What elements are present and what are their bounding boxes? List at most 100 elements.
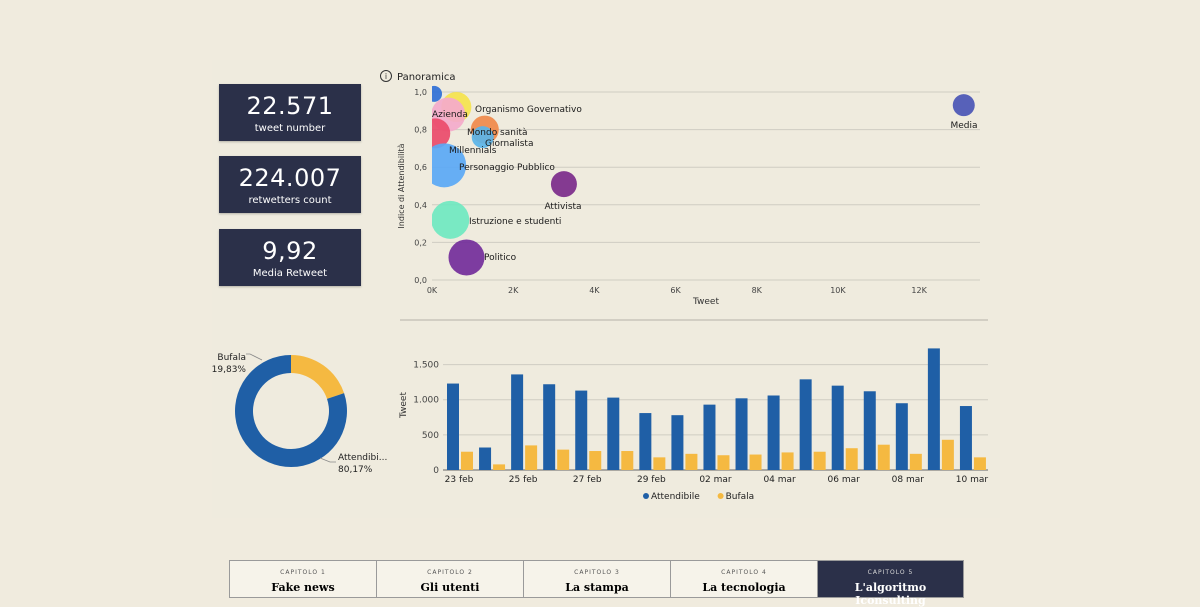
info-icon[interactable] (380, 70, 392, 82)
kpi-value: 224.007 (238, 164, 342, 192)
bar-bufala (941, 439, 954, 470)
donut-leader-line (319, 457, 336, 463)
bubble-point-label: Giornalista (485, 139, 533, 149)
legend-swatch (717, 493, 724, 499)
donut-slice-value: 19,83% (212, 365, 247, 375)
bar-bufala (461, 451, 473, 470)
bubble-point-label: Mondo sanità (467, 128, 528, 138)
bar-attendibile (671, 415, 684, 470)
bar-x-tick-label: 10 mar (956, 475, 989, 485)
bubble-point-label: Istruzione e studenti (469, 217, 561, 227)
bubble-point-label: Media (950, 121, 977, 131)
bubble-x-tick-label: 10K (830, 286, 846, 295)
donut-slice-label: Bufala (217, 353, 246, 363)
bar-attendibile (479, 447, 492, 470)
bubble-y-tick-label: 1,0 (414, 88, 427, 97)
nav-chapter-2[interactable]: CAPITOLO 2 Gli utenti (376, 560, 523, 598)
bubble-point-label: Personaggio Pubblico (459, 163, 555, 173)
bar-x-tick-label: 04 mar (763, 475, 796, 485)
kpi-tweet-number: 22.571 tweet number (219, 84, 361, 141)
bubble-point (432, 85, 443, 102)
bar-bufala (621, 451, 634, 470)
bar-x-tick-label: 08 mar (892, 475, 925, 485)
bubble-point-label: Millennials (449, 146, 497, 156)
bar-bufala (845, 448, 858, 470)
bar-x-tick-label: 27 feb (573, 475, 602, 485)
bar-x-tick-label: 29 feb (637, 475, 666, 485)
legend-swatch (643, 493, 649, 499)
bar-attendibile (895, 403, 908, 470)
nav-chapter-number: CAPITOLO 3 (574, 569, 620, 576)
bar-bufala (685, 453, 698, 470)
bubble-y-tick-label: 0,6 (414, 163, 427, 172)
donut-slice (291, 355, 345, 399)
bar-bufala (973, 457, 986, 470)
bar-x-tick-label: 25 feb (509, 475, 538, 485)
nav-chapter-title: L'algoritmo Iconsulting (854, 581, 927, 607)
bubble-y-tick-label: 0,0 (414, 276, 427, 285)
bar-y-tick-label: 0 (433, 466, 439, 476)
bar-attendibile (735, 398, 748, 470)
bar-attendibile (447, 383, 459, 470)
bar-y-axis-label: Tweet (399, 392, 409, 419)
bar-attendibile (639, 413, 652, 470)
nav-chapter-4[interactable]: CAPITOLO 4 La tecnologia (670, 560, 817, 598)
bubble-y-tick-label: 0,2 (414, 238, 427, 247)
bar-attendibile (511, 374, 524, 470)
bar-attendibile (927, 348, 940, 470)
bubble-point (432, 200, 470, 239)
bubble-x-tick-label: 12K (911, 286, 927, 295)
nav-chapter-5[interactable]: CAPITOLO 5 L'algoritmo Iconsulting (817, 560, 964, 607)
nav-chapter-title: La stampa (565, 581, 629, 594)
bar-attendibile (543, 384, 556, 470)
kpi-label: tweet number (254, 123, 326, 134)
bar-x-tick-label: 02 mar (699, 475, 732, 485)
bubble-point (952, 94, 975, 117)
bar-x-tick-label: 23 feb (445, 475, 474, 485)
donut-slice-value: 80,17% (338, 465, 373, 475)
bubble-marks (432, 85, 975, 276)
bar-attendibile (799, 379, 812, 470)
bar-bufala (877, 444, 890, 470)
kpi-media-retweet: 9,92 Media Retweet (219, 229, 361, 286)
kpi-value: 9,92 (262, 237, 318, 265)
bar-bufala (909, 453, 922, 470)
nav-chapter-title: Fake news (271, 581, 335, 594)
bubble-point-label: Azienda (432, 110, 468, 120)
nav-chapter-1[interactable]: CAPITOLO 1 Fake news (229, 560, 376, 598)
bar-bufala (493, 464, 506, 470)
donut-slice (235, 355, 347, 467)
nav-chapter-number: CAPITOLO 5 (867, 569, 914, 576)
bubble-point (448, 239, 485, 276)
bar-y-tick-label: 500 (422, 431, 439, 441)
bubble-point-label: Attivista (544, 202, 581, 212)
bar-attendibile (959, 406, 972, 470)
bubble-point (471, 126, 494, 149)
bubble-chart-title: Panoramica (397, 72, 456, 83)
nav-chapter-number: CAPITOLO 1 (280, 569, 326, 576)
bar-attendibile (767, 395, 780, 470)
bubble-point-label: Politico (484, 253, 517, 263)
bar-bufala (589, 451, 602, 470)
kpi-label: retwetters count (248, 195, 332, 206)
bubble-chart-header[interactable]: i Panoramica (380, 70, 456, 84)
kpi-value: 22.571 (246, 92, 334, 120)
nav-chapter-title: La tecnologia (702, 581, 786, 594)
nav-chapter-3[interactable]: CAPITOLO 3 La stampa (523, 560, 670, 598)
bubble-x-tick-label: 6K (670, 286, 681, 295)
bar-bufala (653, 457, 666, 470)
bubble-x-tick-label: 8K (752, 286, 763, 295)
nav-chapter-number: CAPITOLO 2 (427, 569, 473, 576)
bubble-x-tick-label: 0K (427, 286, 438, 295)
chapter-nav: CAPITOLO 1 Fake news CAPITOLO 2 Gli uten… (229, 560, 964, 607)
nav-chapter-number: CAPITOLO 4 (721, 569, 767, 576)
bubble-y-tick-label: 0,8 (414, 126, 427, 135)
legend-label: Attendibile (651, 492, 700, 502)
bar-bufala (813, 451, 826, 470)
donut-leader-line (246, 353, 263, 361)
bar-bufala (525, 445, 538, 470)
bar-bufala (717, 455, 730, 470)
bubble-point (432, 118, 451, 149)
bar-x-tick-label: 06 mar (828, 475, 861, 485)
bar-y-tick-label: 1.500 (413, 361, 439, 371)
